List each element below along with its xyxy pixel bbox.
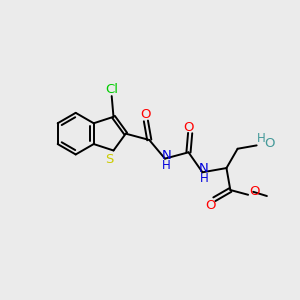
Text: O: O (249, 185, 260, 198)
Text: H: H (257, 132, 266, 146)
Text: N: N (161, 148, 171, 162)
Text: O: O (206, 199, 216, 212)
Text: S: S (105, 153, 113, 166)
Text: O: O (264, 137, 274, 150)
Text: Cl: Cl (105, 83, 118, 96)
Text: N: N (199, 162, 209, 175)
Text: O: O (183, 121, 194, 134)
Text: H: H (200, 172, 208, 185)
Text: H: H (162, 159, 171, 172)
Text: O: O (141, 109, 151, 122)
